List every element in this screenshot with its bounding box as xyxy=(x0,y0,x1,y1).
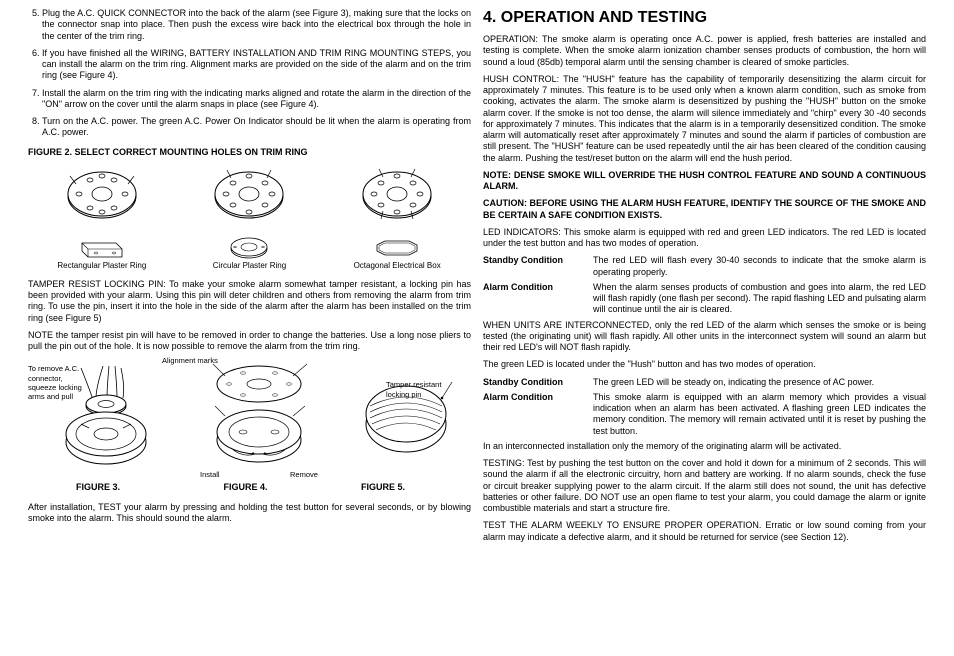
circ-plaster-icon xyxy=(219,231,279,261)
red-alarm-term: Alarm Condition xyxy=(483,282,593,316)
note-dense-smoke: NOTE: DENSE SMOKE WILL OVERRIDE THE HUSH… xyxy=(483,170,926,193)
step-8: Turn on the A.C. power. The green A.C. P… xyxy=(42,116,471,139)
red-standby-row: Standby Condition The red LED will flash… xyxy=(483,255,926,278)
red-alarm-def: When the alarm senses products of combus… xyxy=(593,282,926,316)
figures-3-4-5-block: To remove A.C. connector, squeeze lockin… xyxy=(28,358,471,493)
trim-ring-diagram-2 xyxy=(209,162,289,227)
install-steps: Plug the A.C. QUICK CONNECTOR into the b… xyxy=(28,8,471,139)
hush-paragraph: HUSH CONTROL: The "HUSH" feature has the… xyxy=(483,74,926,164)
green-alarm-term: Alarm Condition xyxy=(483,392,593,437)
led-paragraph: LED INDICATORS: This smoke alarm is equi… xyxy=(483,227,926,250)
testing-paragraph: TESTING: Test by pushing the test button… xyxy=(483,458,926,514)
tamper-paragraph: TAMPER RESIST LOCKING PIN: To make your … xyxy=(28,279,471,324)
tamper-note: NOTE the tamper resist pin will have to … xyxy=(28,330,471,353)
box-label-2: Circular Plaster Ring xyxy=(204,261,294,271)
green-standby-term: Standby Condition xyxy=(483,377,593,388)
weekly-paragraph: TEST THE ALARM WEEKLY TO ENSURE PROPER O… xyxy=(483,520,926,543)
operation-paragraph: OPERATION: The smoke alarm is operating … xyxy=(483,34,926,68)
annot-tamper-pin: Tamper resistant locking pin xyxy=(386,380,456,399)
green-standby-def: The green LED will be steady on, indicat… xyxy=(593,377,926,388)
rect-plaster-icon xyxy=(72,231,132,261)
caution-paragraph: CAUTION: BEFORE USING THE ALARM HUSH FEA… xyxy=(483,198,926,221)
annot-alignment: Alignment marks xyxy=(162,356,218,365)
box-labels: Rectangular Plaster Ring Circular Plaste… xyxy=(28,261,471,271)
trim-ring-diagram-3 xyxy=(357,162,437,227)
memory-paragraph: In an interconnected installation only t… xyxy=(483,441,926,452)
red-standby-def: The red LED will flash every 30-40 secon… xyxy=(593,255,926,278)
trim-ring-row xyxy=(28,162,471,227)
step-6: If you have finished all the WIRING, BAT… xyxy=(42,48,471,82)
step-7: Install the alarm on the trim ring with … xyxy=(42,88,471,111)
after-install-paragraph: After installation, TEST your alarm by p… xyxy=(28,502,471,525)
green-standby-row: Standby Condition The green LED will be … xyxy=(483,377,926,388)
figure-3-label: FIGURE 3. xyxy=(28,482,168,493)
red-standby-term: Standby Condition xyxy=(483,255,593,278)
box-label-3: Octagonal Electrical Box xyxy=(352,261,442,271)
left-column: Plug the A.C. QUICK CONNECTOR into the b… xyxy=(22,8,477,648)
figure-5-label: FIGURE 5. xyxy=(323,482,443,493)
figure-4-diagram xyxy=(187,358,332,468)
figure-4-label: FIGURE 4. xyxy=(168,482,323,493)
green-alarm-row: Alarm Condition This smoke alarm is equi… xyxy=(483,392,926,437)
green-led-paragraph: The green LED is located under the "Hush… xyxy=(483,359,926,370)
oct-box-icon xyxy=(367,231,427,261)
red-alarm-row: Alarm Condition When the alarm senses pr… xyxy=(483,282,926,316)
interconnect-paragraph: WHEN UNITS ARE INTERCONNECTED, only the … xyxy=(483,320,926,354)
right-column: 4. OPERATION AND TESTING OPERATION: The … xyxy=(477,8,932,648)
figure-2-caption: FIGURE 2. SELECT CORRECT MOUNTING HOLES … xyxy=(28,147,471,158)
green-alarm-def: This smoke alarm is equipped with an ala… xyxy=(593,392,926,437)
section-4-title: 4. OPERATION AND TESTING xyxy=(483,8,926,28)
annot-remove: Remove xyxy=(290,470,318,479)
step-5: Plug the A.C. QUICK CONNECTOR into the b… xyxy=(42,8,471,42)
figure-5-diagram xyxy=(358,358,458,468)
mounting-box-row xyxy=(28,231,471,261)
annot-install: Install xyxy=(200,470,220,479)
box-label-1: Rectangular Plaster Ring xyxy=(57,261,147,271)
annot-remove-connector: To remove A.C. connector, squeeze lockin… xyxy=(28,364,88,402)
trim-ring-diagram-1 xyxy=(62,162,142,227)
